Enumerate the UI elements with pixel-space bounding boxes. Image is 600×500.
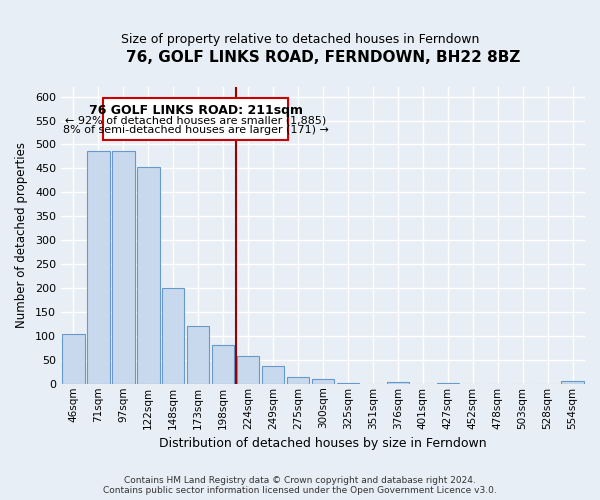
Y-axis label: Number of detached properties: Number of detached properties: [15, 142, 28, 328]
FancyBboxPatch shape: [103, 98, 288, 140]
Bar: [62, 334, 85, 384]
Bar: [87, 150, 110, 384]
Bar: [561, 382, 584, 384]
Text: Contains HM Land Registry data © Crown copyright and database right 2024.
Contai: Contains HM Land Registry data © Crown c…: [103, 476, 497, 495]
Text: ← 92% of detached houses are smaller (1,885): ← 92% of detached houses are smaller (1,…: [65, 116, 326, 126]
Title: 76, GOLF LINKS ROAD, FERNDOWN, BH22 8BZ: 76, GOLF LINKS ROAD, FERNDOWN, BH22 8BZ: [126, 50, 520, 65]
Bar: [337, 383, 359, 384]
Bar: [187, 326, 209, 384]
Bar: [162, 288, 184, 384]
Bar: [137, 168, 160, 384]
Bar: [386, 382, 409, 384]
Bar: [212, 344, 235, 384]
Text: 76 GOLF LINKS ROAD: 211sqm: 76 GOLF LINKS ROAD: 211sqm: [89, 104, 302, 117]
Text: Size of property relative to detached houses in Ferndown: Size of property relative to detached ho…: [121, 32, 479, 46]
Bar: [287, 376, 309, 384]
Bar: [262, 366, 284, 384]
Bar: [237, 356, 259, 384]
Bar: [312, 379, 334, 384]
Bar: [112, 150, 134, 384]
Text: 8% of semi-detached houses are larger (171) →: 8% of semi-detached houses are larger (1…: [63, 126, 329, 136]
X-axis label: Distribution of detached houses by size in Ferndown: Distribution of detached houses by size …: [159, 437, 487, 450]
